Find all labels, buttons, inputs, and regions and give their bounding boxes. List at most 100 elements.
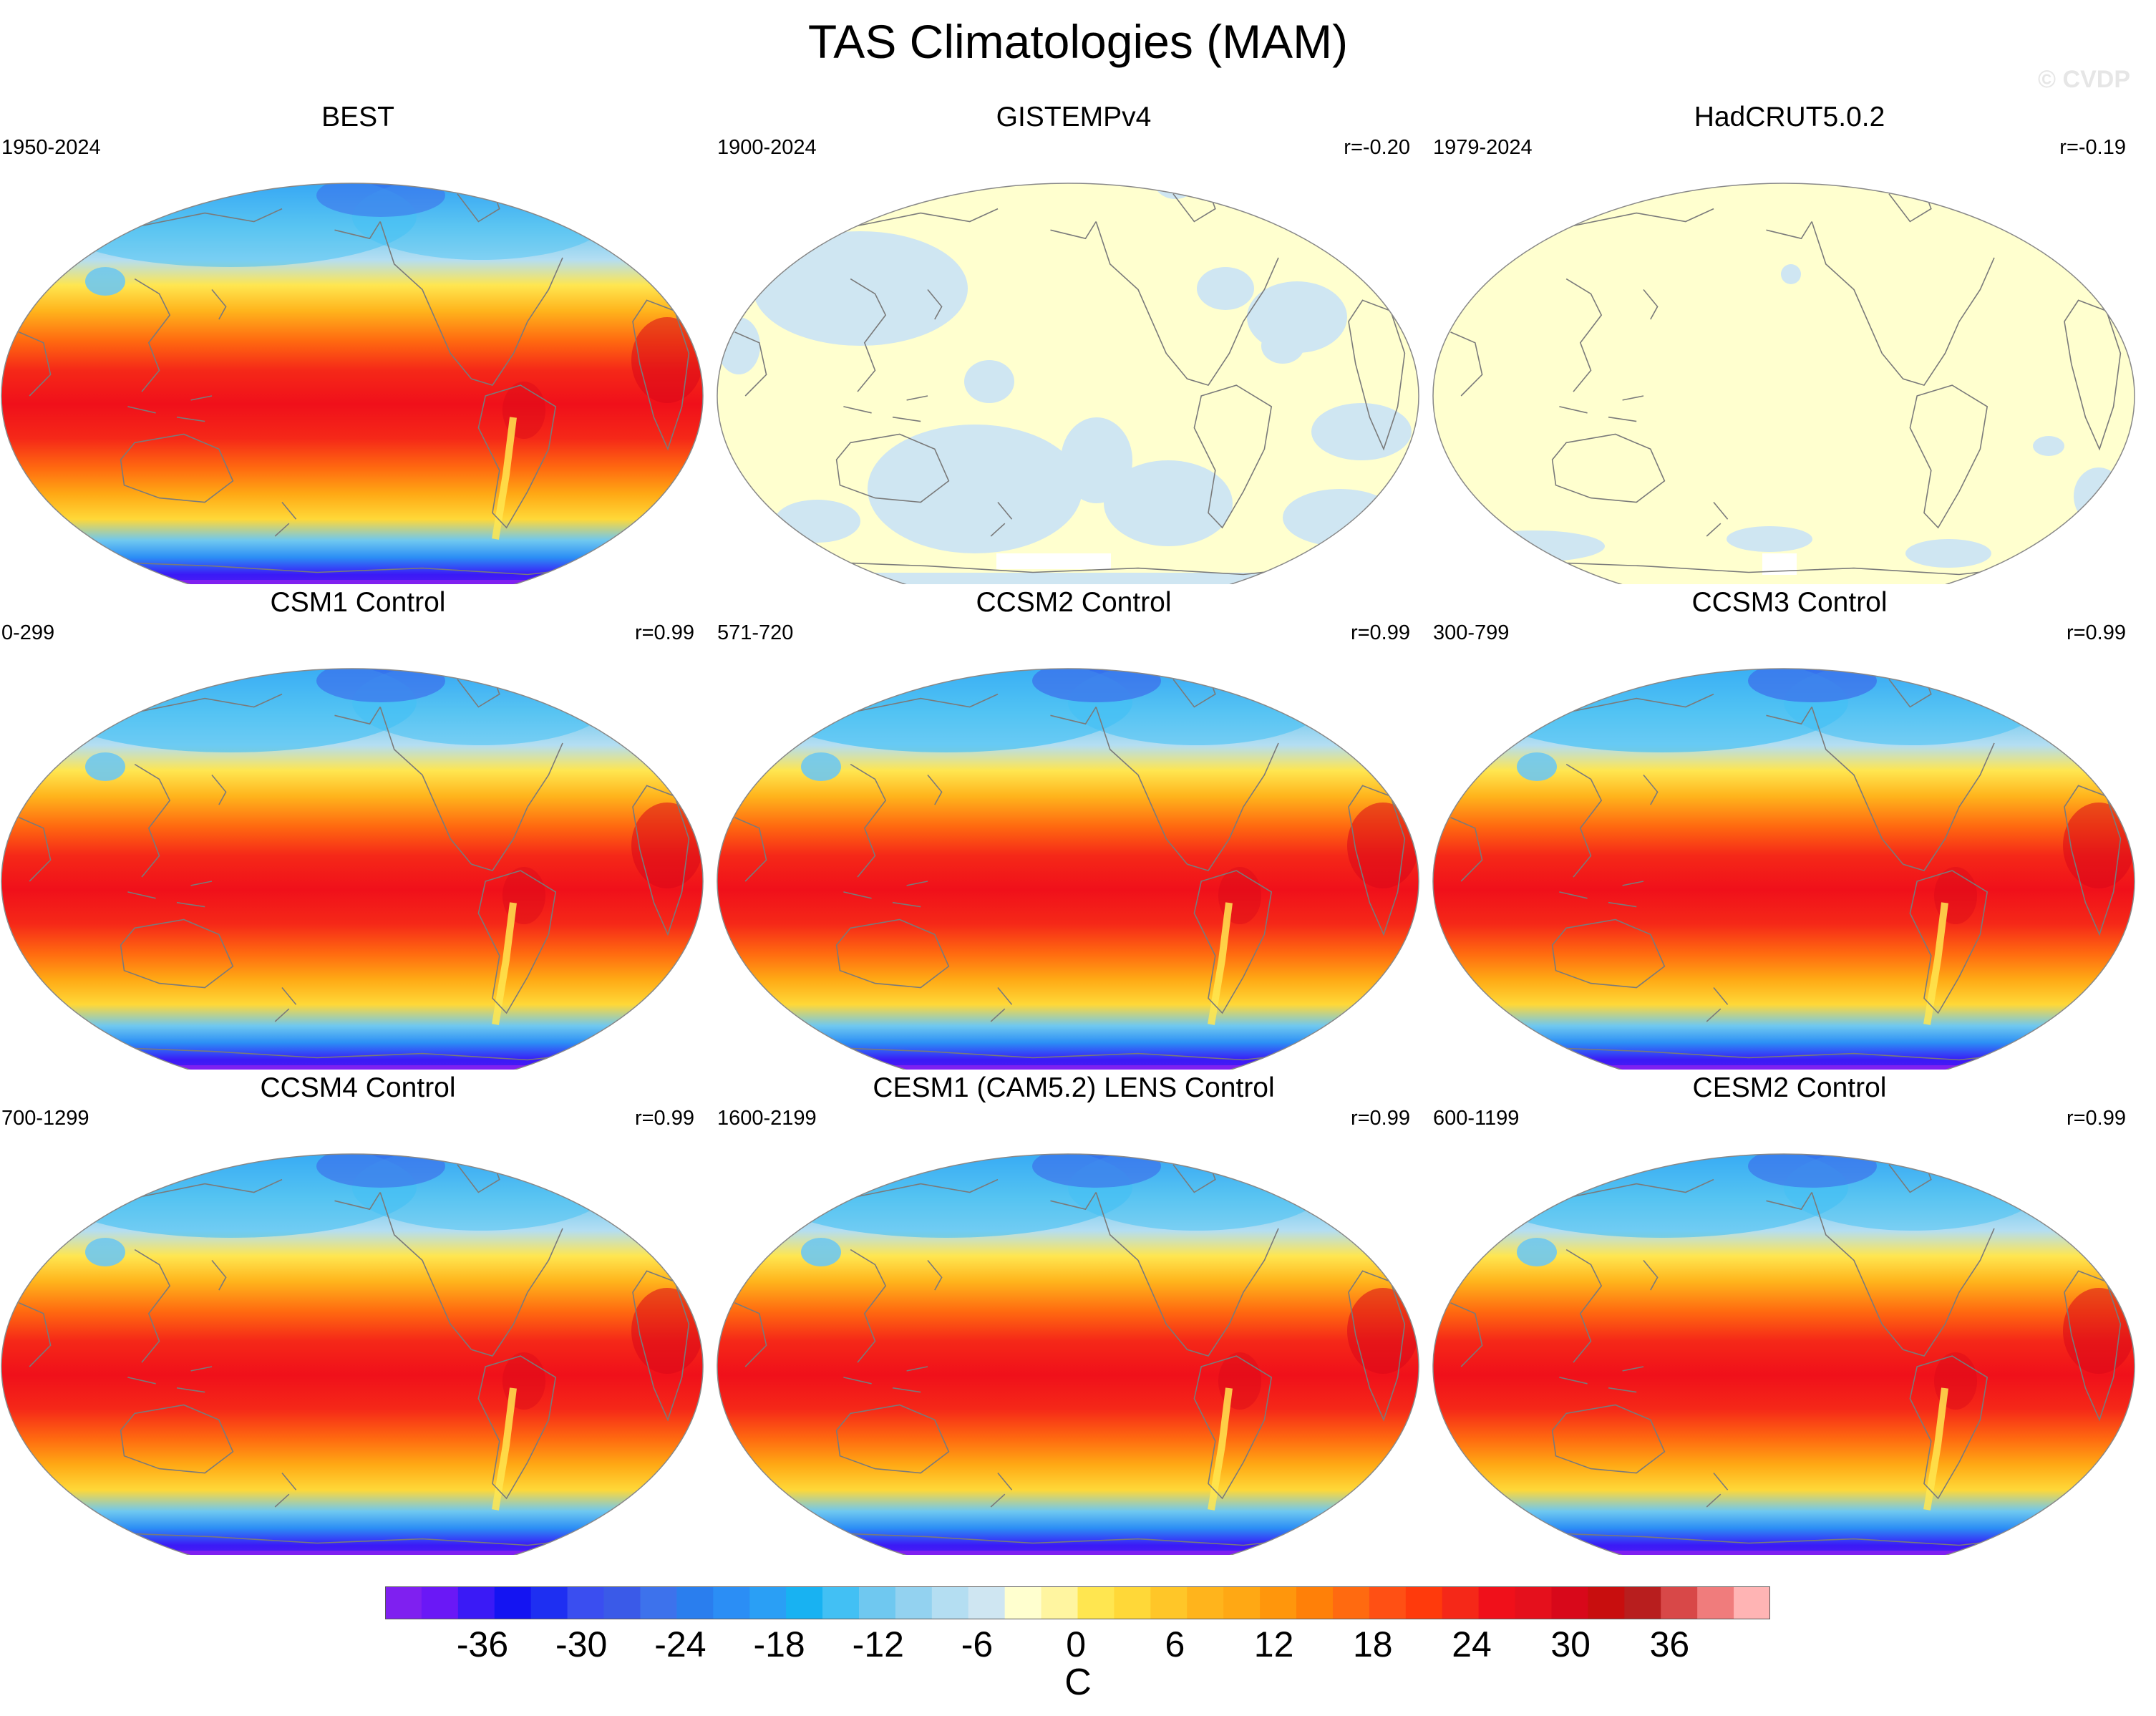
colorbar-swatch: [1041, 1586, 1078, 1619]
map-panel-cesm2: CESM2 Control 600-1199 r=0.99: [1432, 1071, 2147, 1555]
panel-title: CCSM3 Control: [1691, 587, 1888, 618]
colorbar-tick-label: 6: [1165, 1624, 1185, 1664]
map-outline: [1432, 668, 2135, 1070]
colorbar-swatch: [457, 1586, 495, 1619]
colorbar-swatch: [676, 1586, 714, 1619]
colorbar-swatch: [1260, 1586, 1297, 1619]
world-map: [1, 1153, 704, 1555]
panel-title: CCSM2 Control: [976, 587, 1172, 618]
colorbar-swatch: [1004, 1586, 1042, 1619]
colorbar-swatch: [1077, 1586, 1115, 1619]
colorbar-tick-label: -6: [961, 1624, 994, 1664]
colorbar-swatch: [1369, 1586, 1407, 1619]
panel-title: GISTEMPv4: [996, 102, 1152, 132]
colorbar-swatch: [1734, 1586, 1770, 1619]
map-outline: [717, 1153, 1419, 1555]
colorbar-tick-label: 24: [1452, 1624, 1492, 1664]
panel-correlation: r=0.99: [634, 621, 694, 644]
panel-correlation: r=0.99: [1350, 1107, 1410, 1130]
panel-period: 1950-2024: [1, 136, 101, 159]
temperature-field: [717, 669, 1419, 1070]
map-outline: [1432, 1153, 2135, 1555]
panel-period: 0-299: [1, 621, 55, 644]
colorbar-swatch: [968, 1586, 1006, 1619]
temperature-field: [717, 183, 1419, 584]
map-outline: [717, 183, 1419, 584]
colorbar-swatch: [1515, 1586, 1552, 1619]
map-outline: [717, 668, 1419, 1070]
world-map: [1, 183, 704, 584]
colorbar-tick-label: 0: [1066, 1624, 1087, 1664]
temperature-field: [1433, 183, 2135, 584]
colorbar-swatch: [931, 1586, 969, 1619]
panel-period: 1979-2024: [1433, 136, 1533, 159]
colorbar-swatch: [640, 1586, 677, 1619]
coastlines: [19, 674, 696, 1061]
temperature-field: [717, 1154, 1419, 1555]
colorbar-swatch: [713, 1586, 750, 1619]
colorbar-swatch: [603, 1586, 641, 1619]
colorbar-tick-label: 18: [1352, 1624, 1393, 1664]
panel-title: BEST: [321, 102, 394, 132]
panel-title: CSM1 Control: [270, 587, 446, 618]
colorbar-tick-label: -24: [654, 1624, 706, 1664]
colorbar-swatch: [494, 1586, 532, 1619]
panel-title: CCSM4 Control: [260, 1072, 456, 1103]
colorbar-swatch: [567, 1586, 605, 1619]
map-panel-ccsm4: CCSM4 Control 700-1299 r=0.99: [0, 1071, 716, 1555]
colorbar-swatch: [1114, 1586, 1151, 1619]
map-panel-gistemp: GISTEMPv4 1900-2024 r=-0.20: [716, 100, 1432, 584]
map-panel-csm1: CSM1 Control 0-299 r=0.99: [0, 586, 716, 1070]
colorbar-tick-label: 12: [1253, 1624, 1294, 1664]
colorbar-tick-label: -36: [456, 1624, 509, 1664]
map-outline: [1, 1153, 704, 1555]
world-map: [717, 1153, 1419, 1555]
map-panel-best: BEST 1950-2024: [0, 100, 716, 584]
panel-title: CESM1 (CAM5.2) LENS Control: [873, 1072, 1275, 1103]
colorbar-swatch: [749, 1586, 787, 1619]
colorbar-tick-label: 30: [1550, 1624, 1591, 1664]
map-panel-hadcrut: HadCRUT5.0.2 1979-2024 r=-0.19: [1432, 100, 2147, 584]
figure-title: TAS Climatologies (MAM): [807, 15, 1349, 68]
panel-period: 1900-2024: [717, 136, 817, 159]
temperature-field: [1433, 669, 2135, 1070]
colorbar-tick-label: 36: [1649, 1624, 1690, 1664]
coastlines: [1450, 674, 2128, 1061]
colorbar-tick-label: -30: [555, 1624, 608, 1664]
map-panel-cesm1: CESM1 (CAM5.2) LENS Control 1600-2199 r=0.…: [716, 1071, 1432, 1555]
panel-title: HadCRUT5.0.2: [1694, 102, 1885, 132]
panel-period: 1600-2199: [717, 1107, 817, 1130]
temperature-field: [1, 669, 703, 1070]
colorbar-swatch: [530, 1586, 568, 1619]
temperature-field: [1433, 1154, 2135, 1555]
colorbar-swatch: [1405, 1586, 1443, 1619]
panel-period: 571-720: [717, 621, 794, 644]
colorbar-swatch: [385, 1586, 422, 1619]
map-panel-ccsm2: CCSM2 Control 571-720 r=0.99: [716, 586, 1432, 1070]
panel-period: 700-1299: [1, 1107, 89, 1130]
colorbar-tick-label: -18: [753, 1624, 805, 1664]
colorbar-unit-label: C: [1064, 1662, 1092, 1703]
colorbar-swatch: [1478, 1586, 1516, 1619]
panel-period: 300-799: [1433, 621, 1510, 644]
colorbar-swatch: [822, 1586, 860, 1619]
colorbar-swatch: [1442, 1586, 1480, 1619]
world-map: [717, 668, 1419, 1070]
colorbar-swatch: [1661, 1586, 1698, 1619]
colorbar-swatch: [1697, 1586, 1734, 1619]
colorbar-tick-label: -12: [852, 1624, 904, 1664]
temperature-field: [1, 1154, 703, 1555]
panel-correlation: r=-0.19: [2059, 136, 2126, 159]
coastlines: [1450, 189, 2128, 576]
colorbar-swatch: [858, 1586, 896, 1619]
panel-correlation: r=0.99: [2066, 1107, 2126, 1130]
colorbar-swatch: [1332, 1586, 1370, 1619]
colorbar-swatch: [1624, 1586, 1661, 1619]
map-outline: [1, 183, 704, 584]
colorbar-swatch: [1150, 1586, 1188, 1619]
map-outline: [1432, 183, 2135, 584]
panel-correlation: r=0.99: [1350, 621, 1410, 644]
colorbar-swatch: [786, 1586, 823, 1619]
world-map: [1432, 668, 2135, 1070]
world-map: [717, 183, 1419, 584]
